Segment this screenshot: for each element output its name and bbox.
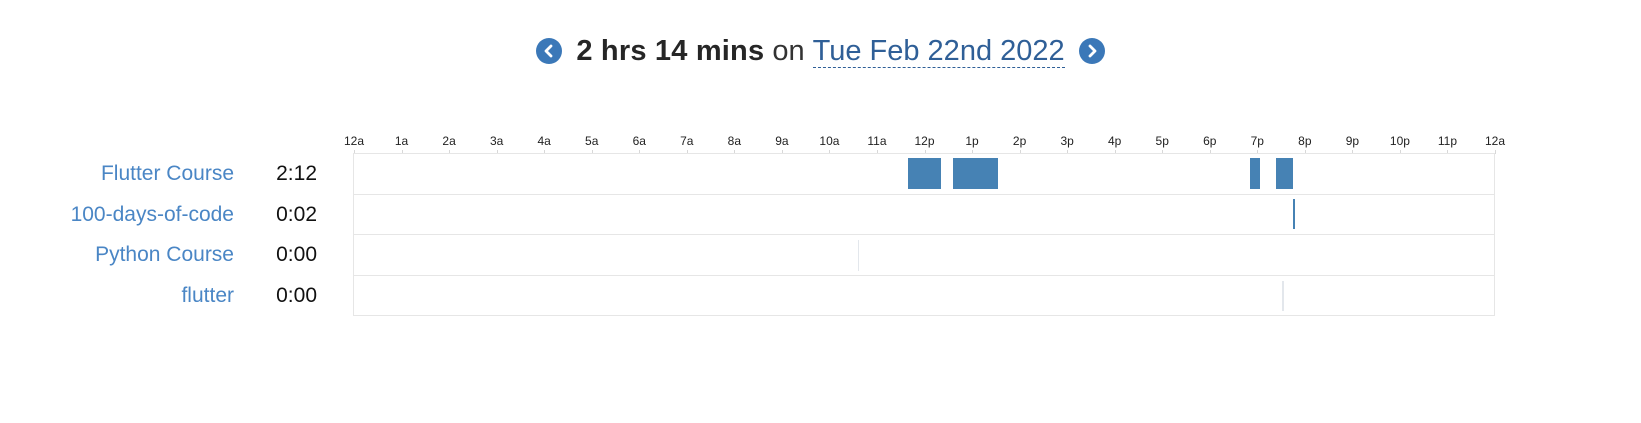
timeline-track: [353, 274, 1495, 316]
hour-tick-mark: [972, 150, 974, 154]
activity-segment[interactable]: [1292, 198, 1295, 229]
hour-tick-mark: [1447, 150, 1449, 154]
hour-tick-label: 6a: [632, 134, 646, 148]
hour-tick-mark: [876, 150, 878, 154]
project-link[interactable]: Flutter Course: [100, 162, 234, 185]
hour-tick-label: 2p: [1012, 134, 1027, 148]
total-duration: 2 hrs 14 mins: [576, 34, 765, 67]
hour-tick-label: 12a: [343, 134, 365, 148]
hour-tick-label: 7a: [680, 134, 694, 148]
hour-tick-label: 11a: [867, 134, 887, 148]
activity-segment[interactable]: [857, 240, 860, 271]
hour-tick-mark: [1495, 150, 1496, 154]
hour-tick-mark: [496, 150, 498, 154]
hour-tick-mark: [1114, 150, 1116, 154]
activity-segment[interactable]: [907, 158, 942, 189]
chevron-left-icon: [544, 44, 553, 58]
on-text: on: [772, 34, 805, 67]
hour-tick-label: 10a: [819, 134, 840, 148]
hour-tick-label: 10p: [1389, 134, 1410, 148]
hour-tick-label: 7p: [1250, 134, 1264, 148]
hour-tick-mark: [1399, 150, 1401, 154]
hour-tick-mark: [354, 150, 355, 154]
project-time-total: 0:00: [276, 283, 317, 307]
hour-tick-mark: [686, 150, 688, 154]
hour-tick-mark: [1352, 150, 1354, 154]
hour-tick-label: 12a: [1484, 134, 1506, 148]
activity-segment[interactable]: [1250, 158, 1260, 189]
hour-tick-mark: [449, 150, 451, 154]
date-picker-link[interactable]: Tue Feb 22nd 2022: [812, 34, 1065, 68]
hour-tick-mark: [401, 150, 403, 154]
chevron-right-icon: [1088, 44, 1097, 58]
activity-segment[interactable]: [953, 158, 999, 189]
hour-tick-mark: [591, 150, 593, 154]
hour-tick-label: 2a: [442, 134, 456, 148]
activity-segment[interactable]: [1282, 280, 1284, 311]
project-time-total: 0:02: [276, 202, 317, 226]
timeline-track: [353, 193, 1495, 235]
hour-tick-mark: [639, 150, 641, 154]
hour-tick-mark: [924, 150, 926, 154]
hour-tick-mark: [1257, 150, 1259, 154]
hour-tick-label: 12p: [914, 134, 935, 148]
project-time-total: 0:00: [276, 243, 317, 266]
project-link[interactable]: flutter: [181, 283, 234, 307]
hour-tick-label: 8p: [1298, 134, 1312, 148]
hour-tick-label: 4p: [1107, 134, 1122, 148]
hour-tick-mark: [1209, 150, 1211, 154]
previous-day-button[interactable]: [536, 38, 563, 64]
hour-tick-label: 5p: [1155, 134, 1169, 148]
timeline-track: [353, 234, 1495, 276]
project-link[interactable]: 100-days-of-code: [70, 202, 234, 226]
hour-tick-label: 5a: [585, 134, 599, 148]
hour-tick-label: 9a: [775, 134, 789, 148]
hour-tick-mark: [781, 150, 783, 154]
hour-tick-label: 11p: [1437, 134, 1458, 148]
hour-tick-mark: [1162, 150, 1164, 154]
hour-tick-label: 1a: [394, 134, 409, 148]
hour-tick-mark: [1019, 150, 1021, 154]
hour-tick-mark: [544, 150, 546, 154]
hour-tick-label: 6p: [1203, 134, 1217, 148]
date-header: 2 hrs 14 mins on Tue Feb 22nd 2022: [0, 28, 1641, 74]
hour-tick-label: 4a: [537, 134, 551, 148]
next-day-button[interactable]: [1078, 38, 1105, 64]
hour-tick-label: 3p: [1060, 134, 1074, 148]
hour-tick-mark: [1304, 150, 1306, 154]
hour-tick-mark: [1067, 150, 1069, 154]
hour-tick-label: 8a: [727, 134, 742, 148]
project-link[interactable]: Python Course: [95, 243, 234, 266]
hour-tick-label: 9p: [1345, 134, 1360, 148]
hour-tick-mark: [734, 150, 736, 154]
activity-segment[interactable]: [1276, 158, 1293, 189]
hour-tick-label: 1p: [965, 134, 979, 148]
hour-tick-label: 3a: [489, 134, 504, 148]
hour-tick-mark: [829, 150, 831, 154]
project-time-total: 2:12: [276, 162, 317, 185]
